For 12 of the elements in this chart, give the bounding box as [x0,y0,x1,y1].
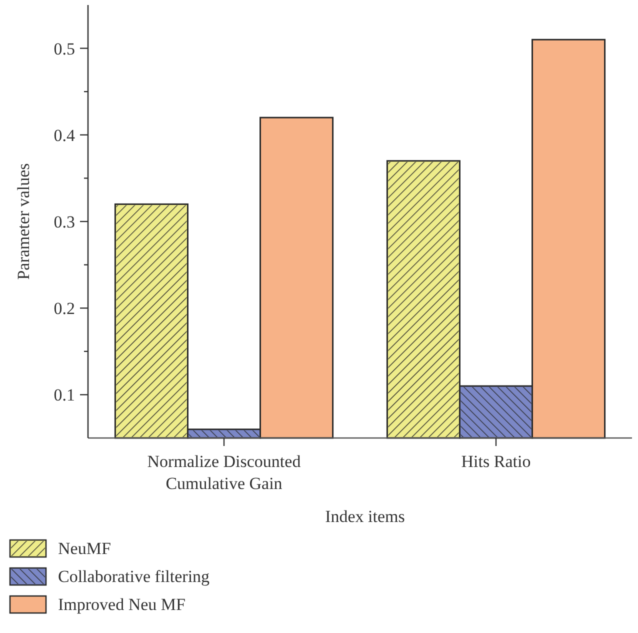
x-tick-label: Hits Ratio [461,452,531,471]
y-tick-label: 0.4 [54,126,76,145]
legend-label: NeuMF [58,539,111,558]
y-tick-label: 0.3 [54,212,75,232]
x-axis-title: Index items [325,507,405,526]
y-tick-label: 0.5 [54,39,75,58]
legend-label: Collaborative filtering [58,567,210,586]
y-tick-label: 0.1 [54,386,75,405]
x-tick-label: Normalize Discounted Cumulative Gain [147,452,302,493]
y-tick-label: 0.2 [54,299,75,318]
y-axis-title: Parameter values [14,163,33,280]
legend-label: Improved Neu MF [58,595,186,614]
